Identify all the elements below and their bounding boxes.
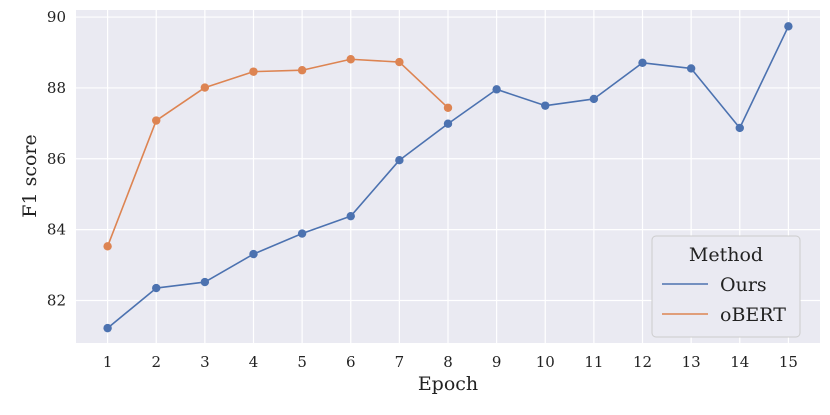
y-axis-label: F1 score — [19, 134, 41, 217]
legend-label-ours: Ours — [720, 274, 767, 296]
x-tick-label: 8 — [443, 353, 453, 371]
series-obert — [103, 55, 453, 251]
x-tick-label: 6 — [346, 353, 356, 371]
x-tick-label: 12 — [633, 353, 652, 371]
series-line-obert — [106, 58, 449, 247]
x-tick-label: 5 — [297, 353, 307, 371]
legend-title: Method — [689, 244, 763, 266]
data-point-ours — [346, 211, 355, 221]
data-point-ours — [638, 58, 647, 67]
x-tick-label: 14 — [730, 353, 749, 371]
data-point-obert — [443, 103, 453, 112]
x-tick-labels: 1 2 3 4 5 6 7 8 9 10 11 12 13 14 15 — [103, 353, 798, 371]
data-point-ours — [103, 323, 112, 333]
data-point-obert — [346, 55, 355, 64]
x-tick-label: 2 — [151, 353, 161, 371]
x-axis-label: Epoch — [418, 373, 478, 395]
data-point-ours — [784, 22, 793, 31]
data-point-obert — [395, 57, 404, 67]
data-point-obert — [297, 66, 307, 75]
data-point-ours — [297, 229, 307, 238]
x-tick-label: 3 — [200, 353, 210, 371]
x-tick-label: 10 — [536, 353, 555, 371]
x-tick-label: 9 — [492, 353, 502, 371]
data-point-ours — [395, 156, 404, 165]
data-point-ours — [589, 94, 599, 104]
series-ours — [103, 22, 793, 333]
series-layer — [103, 22, 793, 333]
grid-lines — [76, 10, 820, 343]
y-tick-label: 90 — [47, 8, 66, 26]
legend: Method Ours oBERT — [651, 235, 801, 338]
data-point-ours — [152, 283, 161, 293]
legend-box — [651, 235, 801, 338]
y-tick-label: 82 — [47, 291, 66, 309]
x-tick-label: 11 — [584, 353, 603, 371]
x-tick-label: 13 — [682, 353, 701, 371]
legend-label-obert: oBERT — [720, 304, 786, 326]
data-point-ours — [492, 85, 501, 94]
x-tick-label: 7 — [395, 353, 405, 371]
x-tick-label: 15 — [779, 353, 798, 371]
y-tick-label: 86 — [47, 150, 66, 168]
data-point-obert — [103, 242, 112, 251]
data-point-obert — [152, 116, 161, 125]
data-point-ours — [443, 119, 453, 128]
y-tick-label: 88 — [47, 79, 66, 97]
data-point-ours — [735, 123, 744, 133]
data-point-ours — [200, 277, 210, 287]
y-tick-labels: 82 84 86 88 90 — [47, 8, 66, 309]
data-point-ours — [541, 101, 550, 110]
x-tick-label: 4 — [249, 353, 259, 371]
y-tick-label: 84 — [47, 221, 66, 239]
data-point-ours — [686, 64, 696, 73]
data-point-ours — [249, 249, 258, 259]
data-point-obert — [200, 83, 210, 92]
data-point-obert — [249, 67, 258, 76]
x-tick-label: 1 — [103, 353, 113, 371]
